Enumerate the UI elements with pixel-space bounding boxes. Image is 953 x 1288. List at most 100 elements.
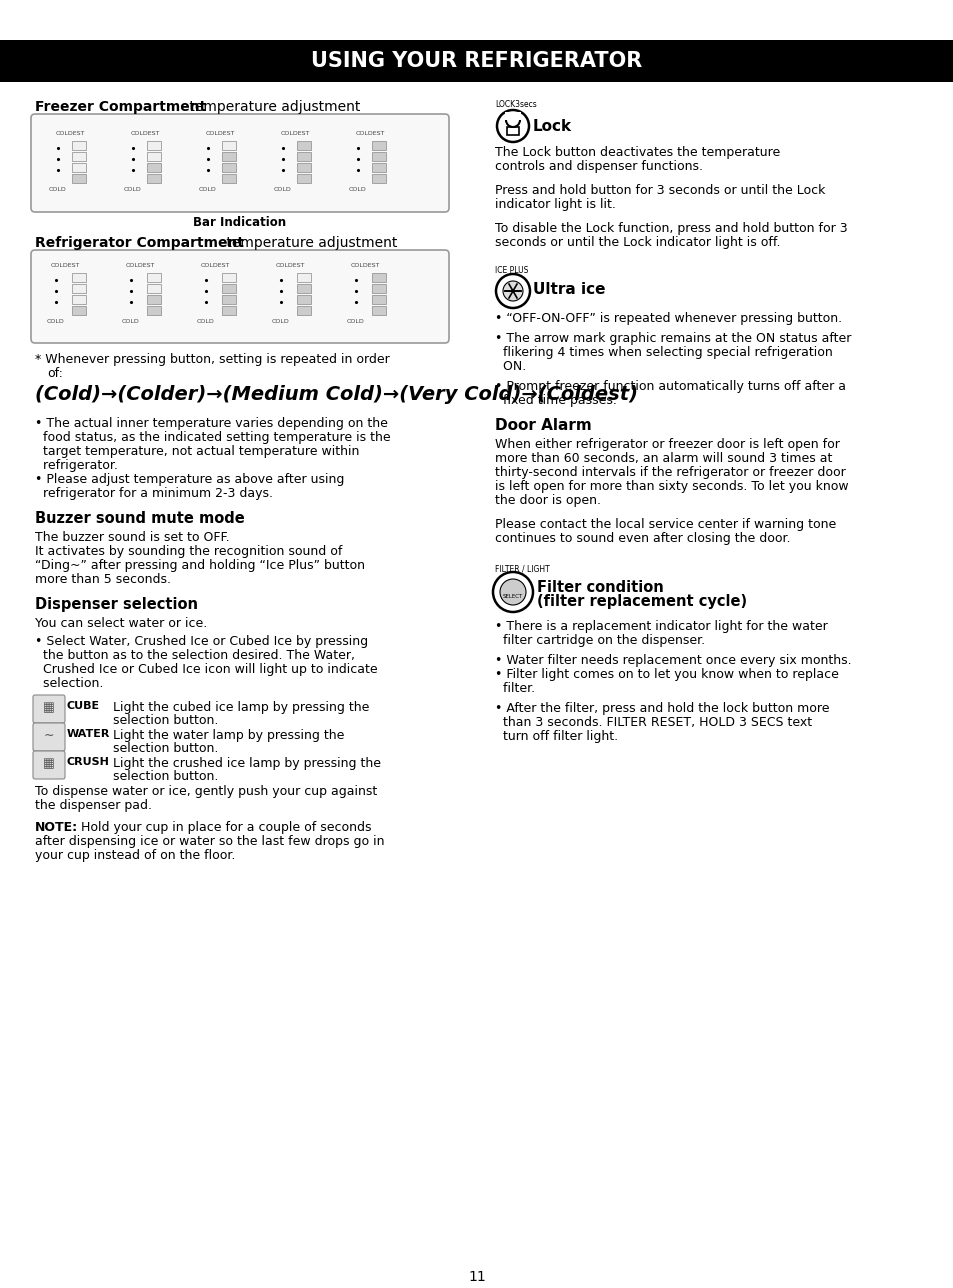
Bar (71, 283, 86, 292)
Bar (147, 283, 161, 292)
Text: Door Alarm: Door Alarm (495, 419, 591, 433)
Text: ICE PLUS: ICE PLUS (495, 267, 528, 276)
Bar (71, 140, 86, 149)
Text: • Please adjust temperature as above after using: • Please adjust temperature as above aft… (35, 473, 344, 486)
Text: 11: 11 (468, 1270, 485, 1284)
Text: CUBE: CUBE (67, 701, 100, 711)
Text: • There is a replacement indicator light for the water: • There is a replacement indicator light… (495, 620, 827, 632)
Text: Bar Indication: Bar Indication (193, 216, 286, 229)
Text: COLDEST: COLDEST (280, 131, 310, 137)
Bar (372, 307, 386, 316)
Text: than 3 seconds. FILTER RESET, HOLD 3 SECS text: than 3 seconds. FILTER RESET, HOLD 3 SEC… (495, 716, 811, 729)
FancyBboxPatch shape (33, 723, 65, 751)
Bar (147, 140, 161, 149)
Text: target temperature, not actual temperature within: target temperature, not actual temperatu… (35, 444, 359, 459)
Text: ▦: ▦ (43, 757, 55, 770)
Text: Dispenser selection: Dispenser selection (35, 598, 198, 612)
Text: To disable the Lock function, press and hold button for 3: To disable the Lock function, press and … (495, 222, 846, 234)
Bar (296, 295, 311, 304)
Bar (71, 295, 86, 304)
Text: refrigerator for a minimum 2-3 days.: refrigerator for a minimum 2-3 days. (35, 487, 273, 500)
Text: selection button.: selection button. (112, 770, 218, 783)
FancyBboxPatch shape (30, 115, 449, 213)
FancyBboxPatch shape (33, 751, 65, 779)
Text: USING YOUR REFRIGERATOR: USING YOUR REFRIGERATOR (311, 52, 642, 71)
Text: turn off filter light.: turn off filter light. (495, 730, 618, 743)
Text: filter cartridge on the dispenser.: filter cartridge on the dispenser. (495, 634, 704, 647)
Text: COLD: COLD (274, 187, 292, 192)
Bar (222, 174, 235, 183)
Text: Please contact the local service center if warning tone: Please contact the local service center … (495, 518, 836, 531)
Text: Refrigerator Compartment: Refrigerator Compartment (35, 236, 244, 250)
FancyBboxPatch shape (33, 696, 65, 723)
Bar (71, 273, 86, 282)
Bar (222, 140, 235, 149)
Text: • After the filter, press and hold the lock button more: • After the filter, press and hold the l… (495, 702, 828, 715)
Text: • The actual inner temperature varies depending on the: • The actual inner temperature varies de… (35, 417, 388, 430)
Text: after dispensing ice or water so the last few drops go in: after dispensing ice or water so the las… (35, 835, 384, 848)
Text: LOCK3secs: LOCK3secs (495, 100, 537, 109)
Bar (372, 174, 386, 183)
Text: ON.: ON. (495, 361, 526, 374)
Text: Light the crushed ice lamp by pressing the: Light the crushed ice lamp by pressing t… (112, 757, 380, 770)
Text: Buzzer sound mute mode: Buzzer sound mute mode (35, 511, 245, 526)
Text: COLDEST: COLDEST (205, 131, 234, 137)
Bar (222, 164, 235, 173)
Text: COLDEST: COLDEST (200, 263, 230, 268)
Text: selection button.: selection button. (112, 742, 218, 755)
Text: To dispense water or ice, gently push your cup against: To dispense water or ice, gently push yo… (35, 784, 376, 799)
Text: COLD: COLD (199, 187, 216, 192)
Text: selection.: selection. (35, 677, 103, 690)
Text: COLD: COLD (49, 187, 67, 192)
Text: FILTER / LIGHT: FILTER / LIGHT (495, 564, 549, 573)
Text: selection button.: selection button. (112, 714, 218, 726)
Bar (0, 40, 953, 82)
Bar (222, 295, 235, 304)
Bar (296, 273, 311, 282)
Bar (71, 174, 86, 183)
Text: • Filter light comes on to let you know when to replace: • Filter light comes on to let you know … (495, 668, 838, 681)
Text: filter.: filter. (495, 683, 535, 696)
Text: It activates by sounding the recognition sound of: It activates by sounding the recognition… (35, 545, 342, 558)
Text: thirty-second intervals if the refrigerator or freezer door: thirty-second intervals if the refrigera… (495, 466, 845, 479)
Text: COLDEST: COLDEST (131, 131, 159, 137)
Text: COLD: COLD (349, 187, 367, 192)
Text: CRUSH: CRUSH (67, 757, 110, 766)
Text: • Prompt freezer function automatically turns off after a: • Prompt freezer function automatically … (495, 380, 845, 393)
Text: COLD: COLD (122, 319, 140, 325)
Text: COLDEST: COLDEST (275, 263, 304, 268)
Bar (372, 164, 386, 173)
Text: refrigerator.: refrigerator. (35, 459, 118, 471)
Bar (147, 164, 161, 173)
Text: COLDEST: COLDEST (55, 131, 85, 137)
Text: SELECT: SELECT (502, 595, 522, 599)
Text: Light the cubed ice lamp by pressing the: Light the cubed ice lamp by pressing the (112, 701, 369, 714)
Bar (147, 273, 161, 282)
Text: seconds or until the Lock indicator light is off.: seconds or until the Lock indicator ligh… (495, 236, 780, 249)
Text: You can select water or ice.: You can select water or ice. (35, 617, 207, 630)
Bar (296, 174, 311, 183)
Text: COLD: COLD (347, 319, 364, 325)
Text: the dispenser pad.: the dispenser pad. (35, 799, 152, 811)
Bar (372, 283, 386, 292)
Bar (222, 273, 235, 282)
Text: more than 5 seconds.: more than 5 seconds. (35, 573, 171, 586)
Bar (71, 152, 86, 161)
Text: temperature adjustment: temperature adjustment (185, 100, 360, 115)
Text: NOTE:: NOTE: (35, 820, 78, 835)
Text: more than 60 seconds, an alarm will sound 3 times at: more than 60 seconds, an alarm will soun… (495, 452, 832, 465)
Text: COLDEST: COLDEST (125, 263, 154, 268)
Text: • Select Water, Crushed Ice or Cubed Ice by pressing: • Select Water, Crushed Ice or Cubed Ice… (35, 635, 368, 648)
Text: “Ding~” after pressing and holding “Ice Plus” button: “Ding~” after pressing and holding “Ice … (35, 559, 365, 572)
Bar (372, 273, 386, 282)
Bar (372, 140, 386, 149)
Text: COLDEST: COLDEST (355, 131, 384, 137)
Text: of:: of: (47, 367, 63, 380)
Text: * Whenever pressing button, setting is repeated in order: * Whenever pressing button, setting is r… (35, 353, 390, 366)
Text: Filter condition: Filter condition (537, 580, 663, 595)
Bar (222, 283, 235, 292)
Text: ∼: ∼ (44, 729, 54, 742)
Bar (372, 152, 386, 161)
Text: Light the water lamp by pressing the: Light the water lamp by pressing the (112, 729, 344, 742)
Text: Ultra ice: Ultra ice (533, 282, 605, 298)
